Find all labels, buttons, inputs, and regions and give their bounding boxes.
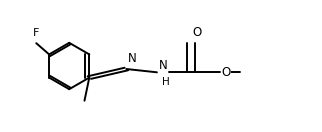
Text: N: N xyxy=(158,59,167,72)
Text: O: O xyxy=(192,26,202,39)
Text: O: O xyxy=(221,66,231,79)
Text: H: H xyxy=(162,77,169,87)
Text: F: F xyxy=(33,28,39,38)
Text: N: N xyxy=(128,52,137,65)
